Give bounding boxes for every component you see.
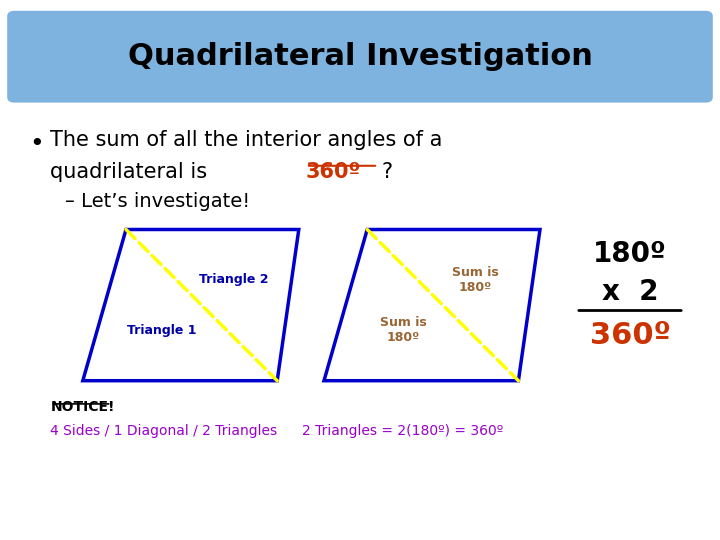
- Text: – Let’s investigate!: – Let’s investigate!: [65, 192, 250, 211]
- Text: 180º: 180º: [593, 240, 667, 268]
- Text: Quadrilateral Investigation: Quadrilateral Investigation: [127, 42, 593, 71]
- Text: 360º: 360º: [306, 162, 361, 182]
- Text: 2 Triangles = 2(180º) = 360º: 2 Triangles = 2(180º) = 360º: [302, 424, 504, 438]
- Text: 4 Sides / 1 Diagonal / 2 Triangles: 4 Sides / 1 Diagonal / 2 Triangles: [50, 424, 277, 438]
- Text: The sum of all the interior angles of a: The sum of all the interior angles of a: [50, 130, 443, 150]
- Text: 360º: 360º: [590, 321, 670, 350]
- Text: •: •: [29, 132, 43, 156]
- Text: quadrilateral is: quadrilateral is: [50, 162, 214, 182]
- Polygon shape: [83, 230, 299, 381]
- Text: Sum is
180º: Sum is 180º: [380, 316, 426, 345]
- FancyBboxPatch shape: [7, 11, 713, 103]
- Text: Triangle 2: Triangle 2: [199, 273, 269, 286]
- Text: Triangle 1: Triangle 1: [127, 324, 197, 337]
- Text: NOTICE!: NOTICE!: [50, 400, 115, 414]
- Text: ?: ?: [382, 162, 392, 182]
- Polygon shape: [324, 230, 540, 381]
- Text: x  2: x 2: [602, 278, 658, 306]
- Text: Sum is
180º: Sum is 180º: [452, 266, 498, 294]
